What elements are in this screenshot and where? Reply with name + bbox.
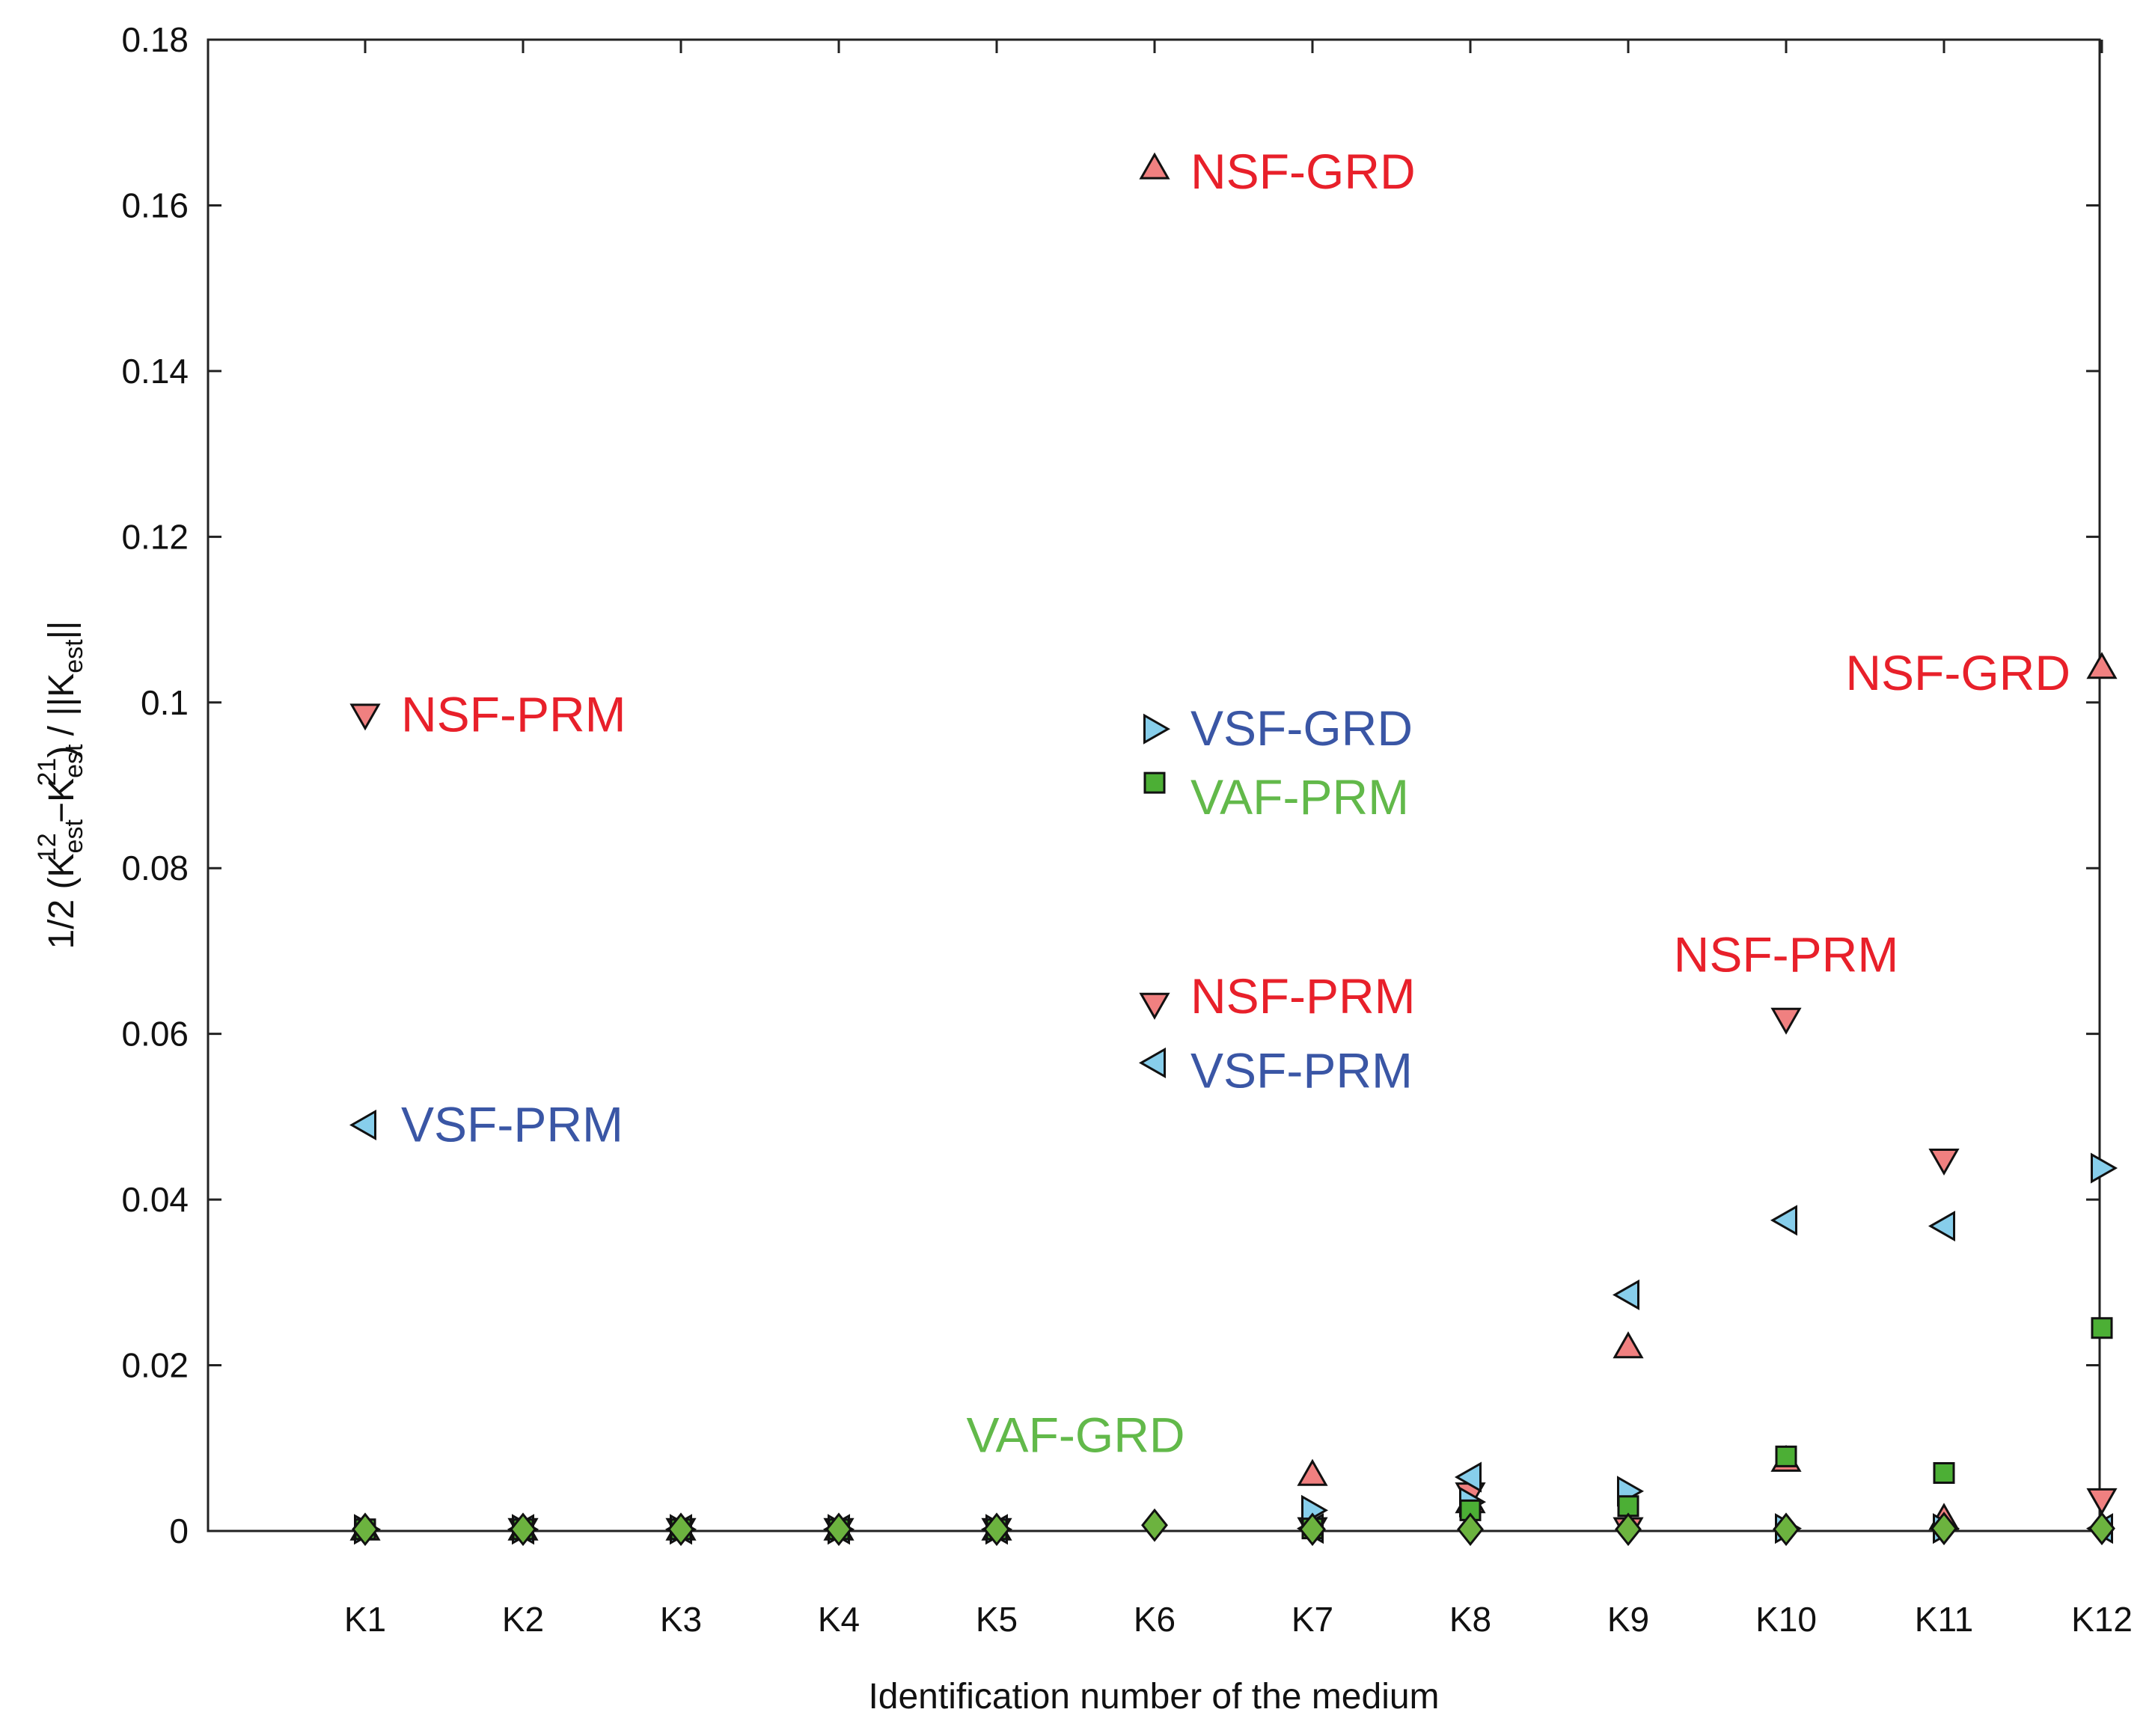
x-axis-label: Identification number of the medium: [868, 1677, 1439, 1717]
x-axis: K1 K2 K3 K4 K5 K6 K7 K8 K9 K10 K11 K12: [344, 40, 2133, 1639]
marker-nsf-prm: [1770, 1007, 1802, 1035]
marker-nsf-prm: [1139, 992, 1170, 1020]
marker-vaf-grd: [352, 1512, 379, 1547]
marker-vaf-prm: [1617, 1495, 1639, 1518]
marker-vsf-prm: [1612, 1279, 1639, 1311]
marker-nsf-prm: [1928, 1148, 1960, 1176]
marker-nsf-grd: [1613, 1331, 1644, 1359]
y-tick-label: 0.16: [121, 186, 189, 224]
marker-vaf-grd: [1773, 1512, 1800, 1547]
annotation-label: VSF-PRM: [401, 1096, 623, 1152]
marker-nsf-prm: [349, 703, 381, 731]
marker-vaf-prm: [1143, 771, 1166, 794]
x-tick-label: K3: [660, 1600, 702, 1639]
marker-vaf-grd: [1457, 1512, 1484, 1547]
marker-vsf-prm: [1928, 1210, 1955, 1242]
marker-vaf-grd: [2088, 1512, 2115, 1546]
marker-vsf-prm: [1454, 1461, 1482, 1493]
marker-nsf-grd: [1139, 152, 1170, 180]
annotation-label: NSF-GRD: [1190, 144, 1416, 199]
marker-vaf-grd: [825, 1512, 852, 1547]
x-tick-label: K11: [1915, 1600, 1973, 1639]
y-tick-label: 0.08: [121, 849, 189, 887]
marker-nsf-grd: [1297, 1458, 1328, 1486]
annotation-label: NSF-GRD: [1845, 645, 2070, 700]
y-tick-label: 0.12: [121, 517, 189, 556]
data-markers: [349, 152, 2118, 1547]
y-tick-label: 0.1: [141, 683, 189, 722]
marker-vaf-grd: [1931, 1512, 1957, 1546]
marker-vaf-grd: [1299, 1512, 1326, 1547]
y-tick-label: 0.06: [121, 1015, 189, 1054]
marker-vsf-grd: [2091, 1152, 2118, 1184]
marker-nsf-prm: [2086, 1488, 2118, 1515]
annotation-label: NSF-PRM: [1674, 926, 1899, 982]
marker-vaf-prm: [1933, 1461, 1955, 1484]
annotation-label: VAF-PRM: [1190, 769, 1409, 825]
y-axis: 0 0.02 0.04 0.06 0.08 0.1 0.12 0.14 0.16 0.18: [121, 20, 2100, 1550]
marker-vaf-grd: [1615, 1512, 1642, 1547]
annotation-label: VSF-GRD: [1190, 700, 1413, 756]
annotations: NSF-GRD NSF-PRM VSF-PRM VSF-GRD VAF-PRM NSF-P…: [401, 144, 2070, 1463]
y-axis-label: 1/2 (Kest12 −Kest21) / ||Kest||: [33, 620, 88, 949]
marker-vaf-grd: [667, 1512, 694, 1547]
marker-vaf-grd: [510, 1512, 537, 1547]
annotation-label: NSF-PRM: [1190, 968, 1416, 1024]
x-tick-label: K6: [1134, 1600, 1176, 1639]
x-tick-label: K10: [1755, 1600, 1817, 1639]
y-tick-label: 0.04: [121, 1180, 189, 1219]
x-tick-label: K8: [1449, 1600, 1491, 1639]
y-tick-label: 0.18: [121, 20, 189, 59]
y-tick-label: 0.14: [121, 352, 189, 391]
marker-vaf-prm: [1775, 1445, 1797, 1467]
marker-vaf-prm: [2091, 1317, 2113, 1339]
annotation-label: VAF-GRD: [966, 1408, 1185, 1463]
marker-vaf-prm: [1459, 1499, 1482, 1521]
marker-nsf-grd: [2086, 652, 2118, 679]
y-tick-label: 0: [169, 1512, 189, 1550]
marker-vaf-grd: [983, 1512, 1010, 1547]
x-tick-label: K4: [818, 1600, 860, 1639]
x-tick-label: K1: [344, 1600, 386, 1639]
annotation-label: VSF-PRM: [1190, 1042, 1413, 1098]
x-tick-label: K7: [1292, 1600, 1333, 1639]
annotation-label: NSF-PRM: [401, 686, 626, 742]
marker-vsf-prm: [349, 1109, 376, 1141]
marker-vsf-prm: [1770, 1205, 1797, 1236]
x-tick-label: K12: [2071, 1600, 2133, 1639]
marker-vsf-grd: [1143, 713, 1171, 745]
x-tick-label: K5: [976, 1600, 1018, 1639]
x-tick-label: K9: [1607, 1600, 1649, 1639]
y-tick-label: 0.02: [121, 1346, 189, 1385]
x-tick-label: K2: [502, 1600, 544, 1639]
marker-vsf-prm: [1138, 1047, 1166, 1079]
marker-vaf-grd: [1141, 1508, 1168, 1542]
